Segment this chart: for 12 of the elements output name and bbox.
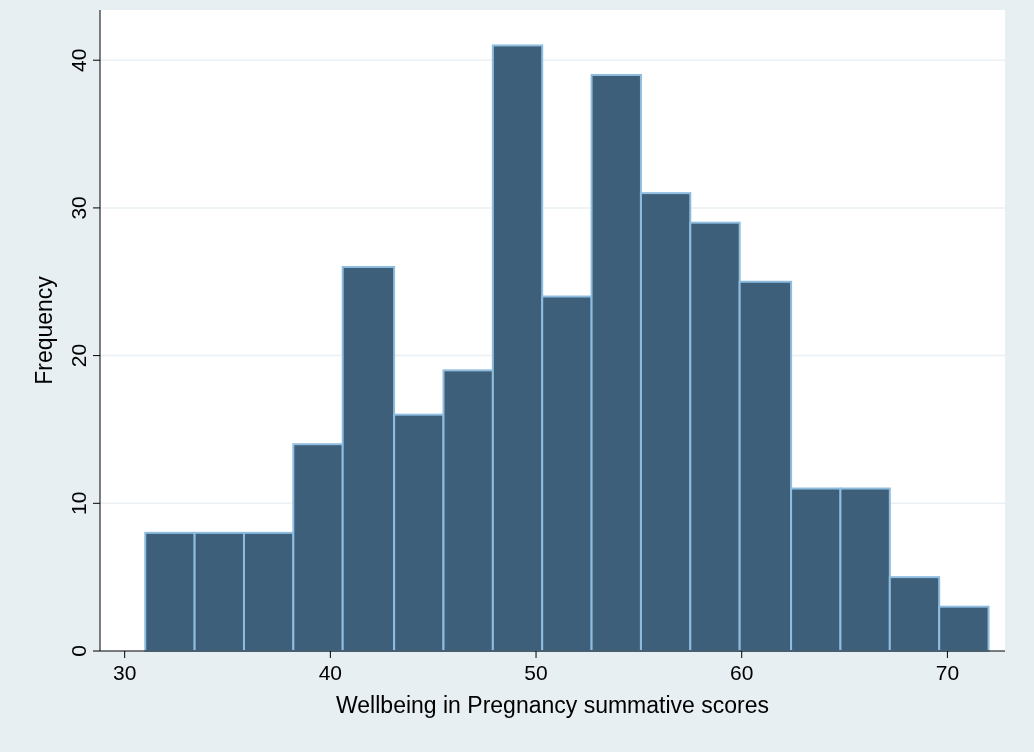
y-tick-label: 40 xyxy=(67,48,90,72)
x-tick-label: 70 xyxy=(935,661,960,684)
y-axis-title: Frequency xyxy=(31,275,57,385)
x-tick-label: 30 xyxy=(113,661,137,684)
y-tick-label: 0 xyxy=(67,645,90,657)
x-tick-label: 50 xyxy=(524,661,548,684)
x-tick-label: 60 xyxy=(730,661,754,684)
y-tick-label: 20 xyxy=(67,343,90,368)
x-axis-title: Wellbeing in Pregnancy summative scores xyxy=(336,692,769,718)
y-tick-label: 10 xyxy=(67,491,90,515)
y-tick-label: 30 xyxy=(67,196,90,220)
x-tick-label: 40 xyxy=(318,661,343,684)
